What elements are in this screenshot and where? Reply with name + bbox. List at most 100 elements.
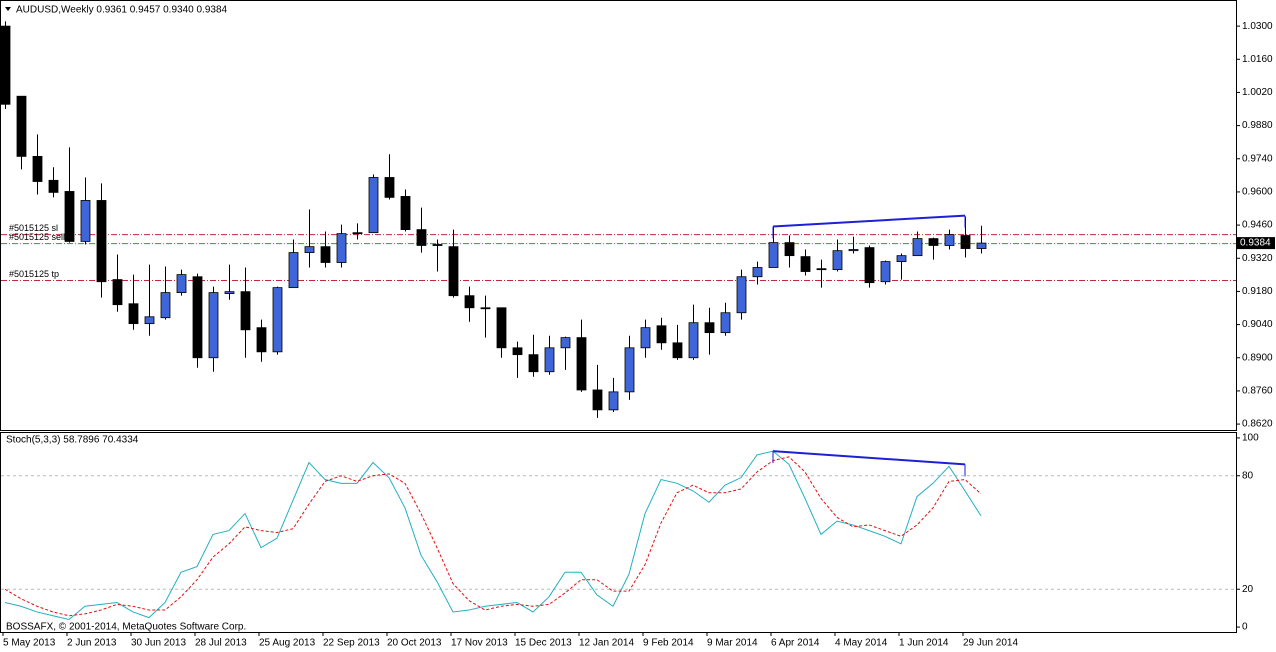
x-tick-label: 5 May 2013 — [3, 638, 56, 649]
x-tick-label: 17 Nov 2013 — [451, 638, 508, 649]
candle-body — [624, 347, 635, 393]
candle-body — [848, 249, 859, 252]
candle-body — [208, 292, 219, 359]
x-tick-label: 15 Dec 2013 — [515, 638, 572, 649]
candle-body — [480, 307, 491, 310]
order-label: #5015125 sell — [9, 232, 65, 242]
candle-body — [768, 242, 779, 268]
y-tick-label: 0.9880 — [1242, 120, 1273, 131]
candle-body — [576, 337, 587, 391]
y-tick-label: 1.0300 — [1242, 21, 1273, 32]
candle-body — [80, 200, 91, 242]
candle-body — [192, 276, 203, 359]
candle-body — [512, 347, 523, 356]
candle-body — [256, 327, 267, 353]
y-tick-label: 0.9040 — [1242, 319, 1273, 330]
y-tick-label: 0.8620 — [1242, 419, 1273, 430]
candle-body — [128, 303, 139, 325]
candle-body — [704, 322, 715, 334]
candle-body — [464, 295, 475, 309]
candle-body — [528, 354, 539, 373]
y-tick-label: 20 — [1242, 584, 1254, 595]
x-tick-label: 9 Feb 2014 — [643, 638, 694, 649]
y-tick-label: 0.9320 — [1242, 253, 1273, 264]
chart-title: AUDUSD,Weekly 0.9361 0.9457 0.9340 0.938… — [16, 5, 228, 16]
candle-body — [144, 316, 155, 325]
y-tick-label: 100 — [1242, 433, 1259, 444]
candle-body — [368, 177, 379, 234]
candle-body — [800, 256, 811, 272]
candle-body — [352, 232, 363, 235]
candle-body — [176, 274, 187, 294]
candle-body — [656, 325, 667, 344]
candle-body — [560, 337, 571, 349]
y-tick-label: 0.9740 — [1242, 153, 1273, 164]
candle-body — [592, 389, 603, 411]
y-tick-label: 80 — [1242, 470, 1254, 481]
candle-body — [48, 179, 59, 193]
stoch-line — [4, 450, 982, 621]
x-tick-label: 9 Mar 2014 — [707, 638, 758, 649]
candle-body — [224, 291, 235, 294]
candle-body — [432, 244, 443, 246]
candle-body — [816, 268, 827, 271]
candle-body — [928, 238, 939, 246]
candle-body — [0, 25, 11, 105]
y-tick-label: 0.9180 — [1242, 286, 1273, 297]
candle-body — [896, 255, 907, 262]
x-tick-label: 25 Aug 2013 — [259, 638, 316, 649]
price-box — [1237, 237, 1275, 250]
candle-body — [416, 229, 427, 246]
y-tick-label: 0.9600 — [1242, 187, 1273, 198]
candle-body — [544, 347, 555, 373]
candle-body — [640, 327, 651, 349]
y-tick-label: 1.0160 — [1242, 54, 1273, 65]
candle-body — [688, 322, 699, 359]
candle-body — [880, 261, 891, 283]
candle-body — [32, 155, 43, 182]
candle-body — [288, 252, 299, 289]
candle-body — [336, 233, 347, 263]
y-tick-label: 0.9460 — [1242, 220, 1273, 231]
candle-body — [736, 276, 747, 314]
price-box-label: 0.9384 — [1240, 238, 1271, 249]
y-tick-label: 0 — [1242, 622, 1248, 633]
candle-body — [240, 291, 251, 331]
y-tick-label: 0.8900 — [1242, 352, 1273, 363]
trendline — [772, 450, 966, 466]
candle-body — [672, 342, 683, 359]
x-tick-label: 4 May 2014 — [835, 638, 888, 649]
stoch-title: Stoch(5,3,3) 58.7896 70.4334 — [6, 435, 139, 446]
y-tick-label: 1.0020 — [1242, 87, 1273, 98]
candle-body — [784, 242, 795, 257]
candle-body — [752, 267, 763, 278]
candle-body — [160, 292, 171, 319]
candle-body — [448, 246, 459, 297]
candle-body — [16, 95, 27, 157]
trendline — [772, 214, 966, 228]
candle-body — [608, 391, 619, 411]
candle-body — [304, 246, 315, 253]
candle-body — [384, 177, 395, 198]
candle-body — [944, 234, 955, 246]
x-tick-label: 20 Oct 2013 — [387, 638, 442, 649]
x-tick-label: 28 Jul 2013 — [195, 638, 247, 649]
x-tick-label: 30 Jun 2013 — [131, 638, 186, 649]
candle-body — [864, 247, 875, 284]
candle-body — [320, 246, 331, 263]
candle-body — [832, 250, 843, 271]
stoch-line — [4, 456, 982, 617]
candle-body — [496, 307, 507, 349]
x-tick-label: 2 Jun 2013 — [67, 638, 117, 649]
candle-body — [112, 279, 123, 306]
x-tick-label: 6 Apr 2014 — [771, 638, 820, 649]
candle-body — [960, 235, 971, 249]
order-label: #5015125 tp — [9, 269, 59, 279]
order-label: #5015125 sl — [9, 223, 58, 233]
candle-body — [272, 287, 283, 353]
candle-body — [96, 200, 107, 283]
candle-body — [64, 191, 75, 242]
candle-body — [400, 196, 411, 230]
candle-body — [720, 312, 731, 334]
